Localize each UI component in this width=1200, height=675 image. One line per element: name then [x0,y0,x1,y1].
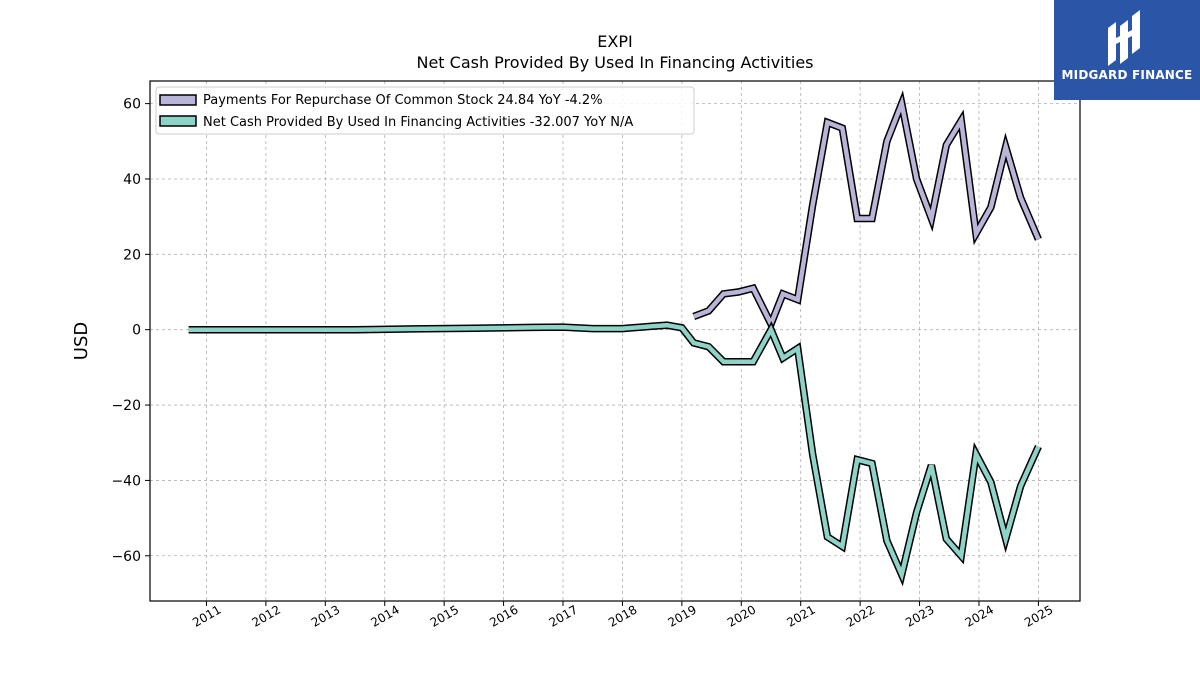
x-tick-label: 2012 [250,602,283,629]
y-tick-label: 20 [123,247,141,263]
x-tick-label: 2025 [1022,602,1055,629]
x-tick-label: 2020 [725,602,758,629]
x-tick-label: 2024 [963,602,996,629]
x-tick-label: 2015 [428,602,461,629]
x-tick-label: 2011 [190,602,223,629]
plot-frame [149,80,1081,602]
x-tick-label: 2019 [665,602,698,629]
x-tick-label: 2018 [606,602,639,629]
x-axis: 2011 2012 2013 2014 2015 2016 2017 2018 2019 2020… [190,601,1055,630]
y-tick-label: 0 [132,323,141,339]
x-tick-label: 2014 [368,602,401,629]
y-tick-label: 60 [123,97,141,113]
x-tick-label: 2023 [903,602,936,629]
x-tick-label: 2016 [487,602,520,629]
legend: Payments For Repurchase Of Common Stock … [155,86,695,135]
legend-label-repurchase: Payments For Repurchase Of Common Stock … [203,93,603,108]
y-axis-label: USD [71,322,92,360]
midgard-logo-icon [1108,10,1140,66]
series-lines [188,90,1042,587]
y-tick-label: −20 [111,398,141,414]
series-line-1 [188,322,1041,582]
y-tick-label: −60 [111,549,141,565]
legend-swatch-repurchase [159,94,197,106]
x-tick-label: 2017 [547,602,580,629]
x-tick-label: 2021 [784,602,817,629]
chart-title: EXPI [597,32,632,51]
brand-name: MIDGARD FINANCE [1061,68,1193,82]
series-line-0 [692,95,1041,330]
y-tick-label: −40 [111,473,141,489]
legend-label-financing: Net Cash Provided By Used In Financing A… [203,115,633,130]
x-tick-label: 2013 [309,602,342,629]
brand-logo: MIDGARD FINANCE [1054,0,1200,100]
y-tick-label: 40 [123,172,141,188]
legend-swatch-financing [159,115,197,127]
legend-box [155,86,695,135]
y-axis: −60 −40 −20 0 20 40 60 [111,97,150,565]
x-tick-label: 2022 [844,602,877,629]
chart-subtitle: Net Cash Provided By Used In Financing A… [416,53,813,72]
